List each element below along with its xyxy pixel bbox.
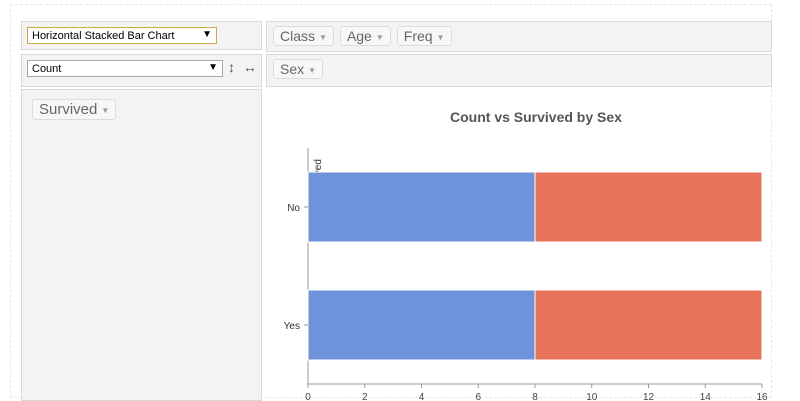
bar-no-segment-1[interactable] <box>307 171 536 243</box>
aggregator-select[interactable]: Count ▼ <box>27 60 223 77</box>
top-field-label: Age <box>346 28 372 44</box>
bar-no-segment-2[interactable] <box>534 171 763 243</box>
pivot-frame <box>10 4 772 398</box>
renderer-select-label: Horizontal Stacked Bar Chart <box>32 30 175 42</box>
row-field-survived[interactable]: Survived ▼ <box>32 99 117 120</box>
bar-yes-segment-2[interactable] <box>534 289 763 361</box>
col-order-icon[interactable]: ↔ <box>242 59 257 75</box>
x-tick-label: 14 <box>700 392 712 401</box>
row-order-icon[interactable]: ↕ <box>228 59 235 75</box>
row-fields-area: Survived ▼ <box>21 89 262 401</box>
aggregator-cell: Count ▼ ↕ ↔ <box>21 54 262 87</box>
chart-title: Count vs Survived by Sex <box>450 109 622 125</box>
x-tick-label: 2 <box>362 392 368 401</box>
top-field-label: Freq <box>403 28 433 44</box>
top-field-freq[interactable]: Freq ▼ <box>396 26 452 46</box>
col-field-sex[interactable]: Sex ▼ <box>273 59 324 79</box>
triangle-down-icon: ▼ <box>101 105 110 115</box>
x-tick-label: 0 <box>305 392 311 401</box>
row-field-label: Survived <box>39 101 98 118</box>
top-field-age[interactable]: Age ▼ <box>339 26 391 46</box>
category-label: Yes <box>284 321 300 332</box>
column-fields-area: Sex ▼ <box>266 54 772 87</box>
dropdown-arrow-icon: ▼ <box>202 29 212 40</box>
top-field-class[interactable]: Class ▼ <box>273 26 334 46</box>
renderer-select[interactable]: Horizontal Stacked Bar Chart ▼ <box>27 27 217 44</box>
triangle-down-icon: ▼ <box>375 32 384 42</box>
x-tick-label: 16 <box>756 392 768 401</box>
x-tick-label: 4 <box>419 392 425 401</box>
x-tick-label: 6 <box>475 392 481 401</box>
top-field-label: Class <box>280 28 316 44</box>
x-tick-label: 12 <box>643 392 655 401</box>
triangle-down-icon: ▼ <box>319 32 327 42</box>
unused-fields-area: Class ▼ Age ▼ Freq ▼ <box>266 21 772 52</box>
category-label: No <box>287 203 300 214</box>
col-field-label: Sex <box>280 61 305 77</box>
x-tick-label: 8 <box>532 392 538 401</box>
triangle-down-icon: ▼ <box>436 32 445 42</box>
triangle-down-icon: ▼ <box>308 65 317 75</box>
aggregator-select-label: Count <box>32 63 62 75</box>
dropdown-arrow-icon: ▼ <box>208 62 218 73</box>
x-tick-label: 10 <box>586 392 598 401</box>
renderer-cell: Horizontal Stacked Bar Chart ▼ <box>21 21 262 50</box>
bar-yes-segment-1[interactable] <box>307 289 536 361</box>
stacked-bar-chart: SurvivedNoYes0246810121416 <box>284 148 768 401</box>
